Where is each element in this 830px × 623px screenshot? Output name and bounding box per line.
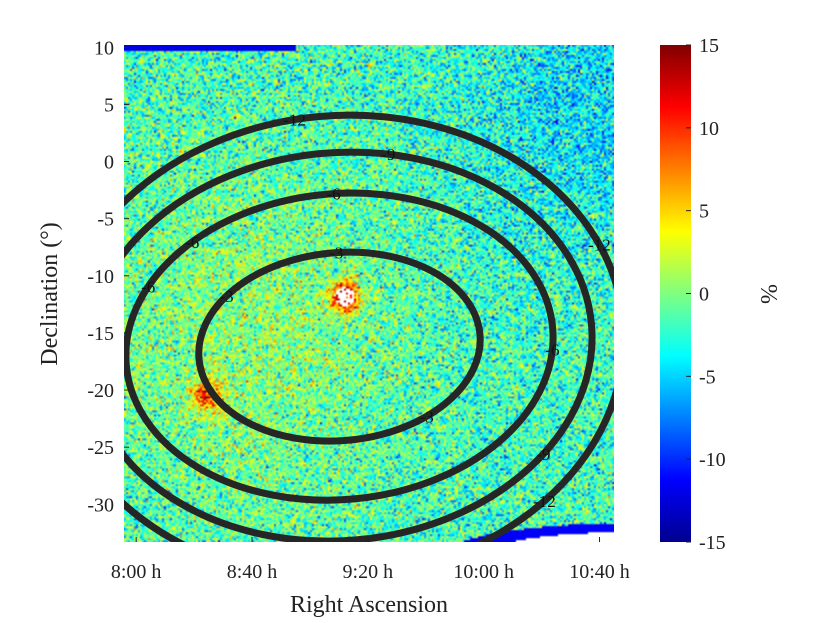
- x-tick-label: 10:40 h: [569, 561, 630, 583]
- colorbar-tick-label: -15: [699, 532, 726, 554]
- x-tick-label: 9:20 h: [343, 561, 394, 583]
- contour-label: -3: [220, 287, 234, 306]
- y-tick-label: -10: [87, 266, 114, 288]
- contour-lines: [124, 111, 614, 542]
- x-tick-label: 10:00 h: [453, 561, 514, 583]
- contour-line-3: [195, 248, 484, 445]
- contour-label: -6: [545, 340, 559, 359]
- contour-label: -3: [329, 244, 343, 263]
- y-tick-label: -25: [87, 437, 114, 459]
- contour-labels: -3 -3 -3 -6 -6 -6 -6 -9 -9 -9 -12 -12 -12: [80, 111, 611, 511]
- contour-label: -12: [588, 236, 611, 255]
- colorbar-tick-label: 0: [699, 284, 709, 306]
- contour-label: -9: [80, 343, 94, 362]
- contour-label: -9: [381, 145, 395, 164]
- colorbar-gradient: [660, 45, 691, 542]
- x-tick-label: 8:40 h: [227, 561, 278, 583]
- colorbar-tick-label: 10: [699, 118, 719, 140]
- x-tick-label: 8:00 h: [111, 561, 162, 583]
- plot-area: -3 -3 -3 -6 -6 -6 -6 -9 -9 -9 -12 -12 -12: [80, 45, 614, 542]
- contour-line-9: [124, 148, 596, 542]
- y-tick-label: -5: [97, 209, 114, 231]
- colorbar-label: %: [755, 284, 781, 304]
- x-axis-title: Right Ascension: [290, 592, 448, 618]
- contour-label: -6: [326, 185, 340, 204]
- contour-label: -9: [536, 445, 550, 464]
- contour-label: -12: [533, 492, 556, 511]
- contour-line-12: [124, 111, 614, 542]
- colorbar-tick-label: 15: [699, 35, 719, 57]
- contour-label: -3: [420, 407, 434, 426]
- contour-line-6: [124, 189, 557, 504]
- y-tick-label: -15: [87, 323, 114, 345]
- y-axis-ticks: 10 5 0 -5 -10 -15 -20 -25 -30: [87, 37, 129, 516]
- y-tick-label: 10: [94, 37, 114, 59]
- colorbar: 15 10 5 0 -5 -10 -15 %: [660, 35, 781, 554]
- y-tick-label: -20: [87, 380, 114, 402]
- contour-label: -12: [283, 111, 306, 130]
- x-axis-ticks: 8:00 h 8:40 h 9:20 h 10:00 h 10:40 h: [111, 537, 630, 583]
- y-axis-title: Declination (°): [37, 222, 63, 366]
- colorbar-tick-label: 5: [699, 201, 709, 223]
- heatmap-image: [124, 45, 614, 542]
- contour-label: -6: [141, 278, 155, 297]
- colorbar-tick-label: -5: [699, 366, 716, 388]
- colorbar-tick-label: -10: [699, 449, 726, 471]
- contour-label: -6: [185, 233, 199, 252]
- y-tick-label: 5: [104, 94, 114, 116]
- y-tick-label: -30: [87, 494, 114, 516]
- y-tick-label: 0: [104, 152, 114, 174]
- colorbar-ticks: 15 10 5 0 -5 -10 -15: [686, 35, 726, 554]
